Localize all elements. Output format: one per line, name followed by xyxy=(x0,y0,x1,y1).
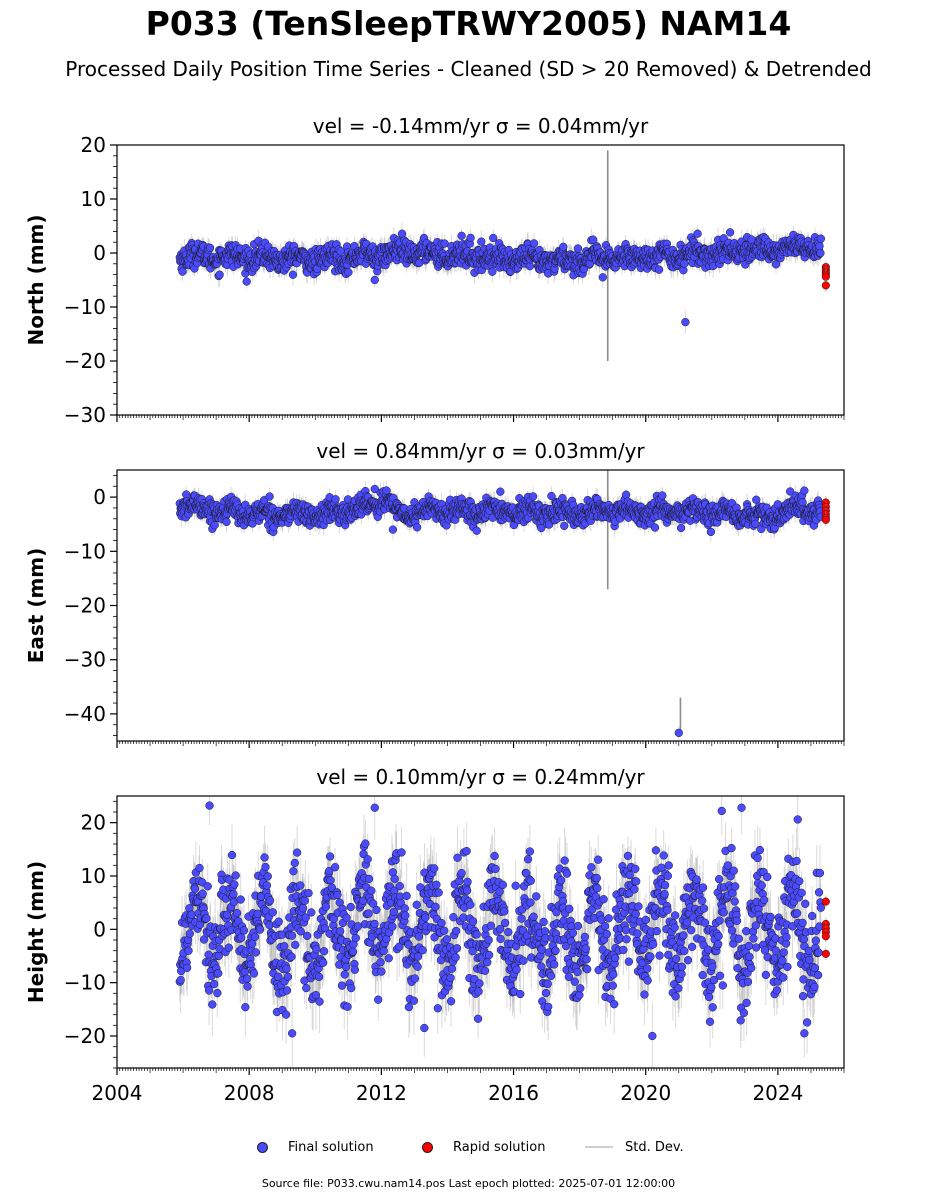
final-point xyxy=(331,495,340,504)
final-point xyxy=(178,267,187,276)
y-axis-label: North (mm) xyxy=(24,214,48,345)
final-point xyxy=(488,267,497,276)
final-point xyxy=(489,233,498,243)
final-point xyxy=(573,244,583,253)
y-tick-label: −10 xyxy=(64,295,106,319)
final-point xyxy=(205,243,215,252)
final-point xyxy=(680,259,689,268)
panel-0: 20 10 0 −10 −20 −30 vel = -0.14mm/yr σ = 0.04m… xyxy=(24,114,845,427)
final-point xyxy=(265,492,274,501)
final-point xyxy=(816,234,826,243)
final-point xyxy=(559,242,568,251)
plot-area-1 xyxy=(175,470,830,740)
final-point xyxy=(215,270,224,279)
time-series-charts: 20 10 0 −10 −20 −30 vel = -0.14mm/yr σ = 0.04m… xyxy=(24,114,845,1105)
y-tick-label: −20 xyxy=(64,349,106,373)
rapid-points-0 xyxy=(821,260,830,292)
final-point xyxy=(725,228,735,237)
final-point xyxy=(466,233,475,243)
final-point xyxy=(457,231,466,240)
final-point xyxy=(477,237,486,246)
final-point xyxy=(336,247,345,256)
final-point xyxy=(816,248,825,258)
final-point xyxy=(693,229,702,238)
page-subtitle: Processed Daily Position Time Series - C… xyxy=(65,57,872,81)
rapid-point xyxy=(821,281,830,290)
plot-area-0 xyxy=(175,150,830,361)
final-point xyxy=(654,265,664,274)
final-point xyxy=(525,262,535,271)
final-point xyxy=(747,235,756,244)
final-point xyxy=(344,268,353,277)
y-tick-label: 20 xyxy=(81,133,106,157)
final-points-1 xyxy=(175,484,826,738)
y-tick-label: −30 xyxy=(64,403,106,427)
final-point xyxy=(598,273,607,282)
std-dev-bars-1 xyxy=(179,470,822,740)
final-point xyxy=(242,277,251,286)
y-tick-label: 10 xyxy=(81,187,106,211)
final-point xyxy=(288,270,298,279)
final-points-0 xyxy=(175,228,826,327)
panel-title: vel = -0.14mm/yr σ = 0.04mm/yr xyxy=(313,114,649,138)
axes-frame xyxy=(116,144,845,416)
final-point xyxy=(681,317,690,327)
final-point xyxy=(815,241,824,251)
final-point xyxy=(222,517,231,527)
y-tick-label: 0 xyxy=(93,241,106,265)
final-point xyxy=(210,521,219,530)
final-point xyxy=(529,239,539,248)
final-point xyxy=(588,235,598,244)
page-title: P033 (TenSleepTRWY2005) NAM14 xyxy=(145,4,792,43)
final-point xyxy=(370,275,379,285)
